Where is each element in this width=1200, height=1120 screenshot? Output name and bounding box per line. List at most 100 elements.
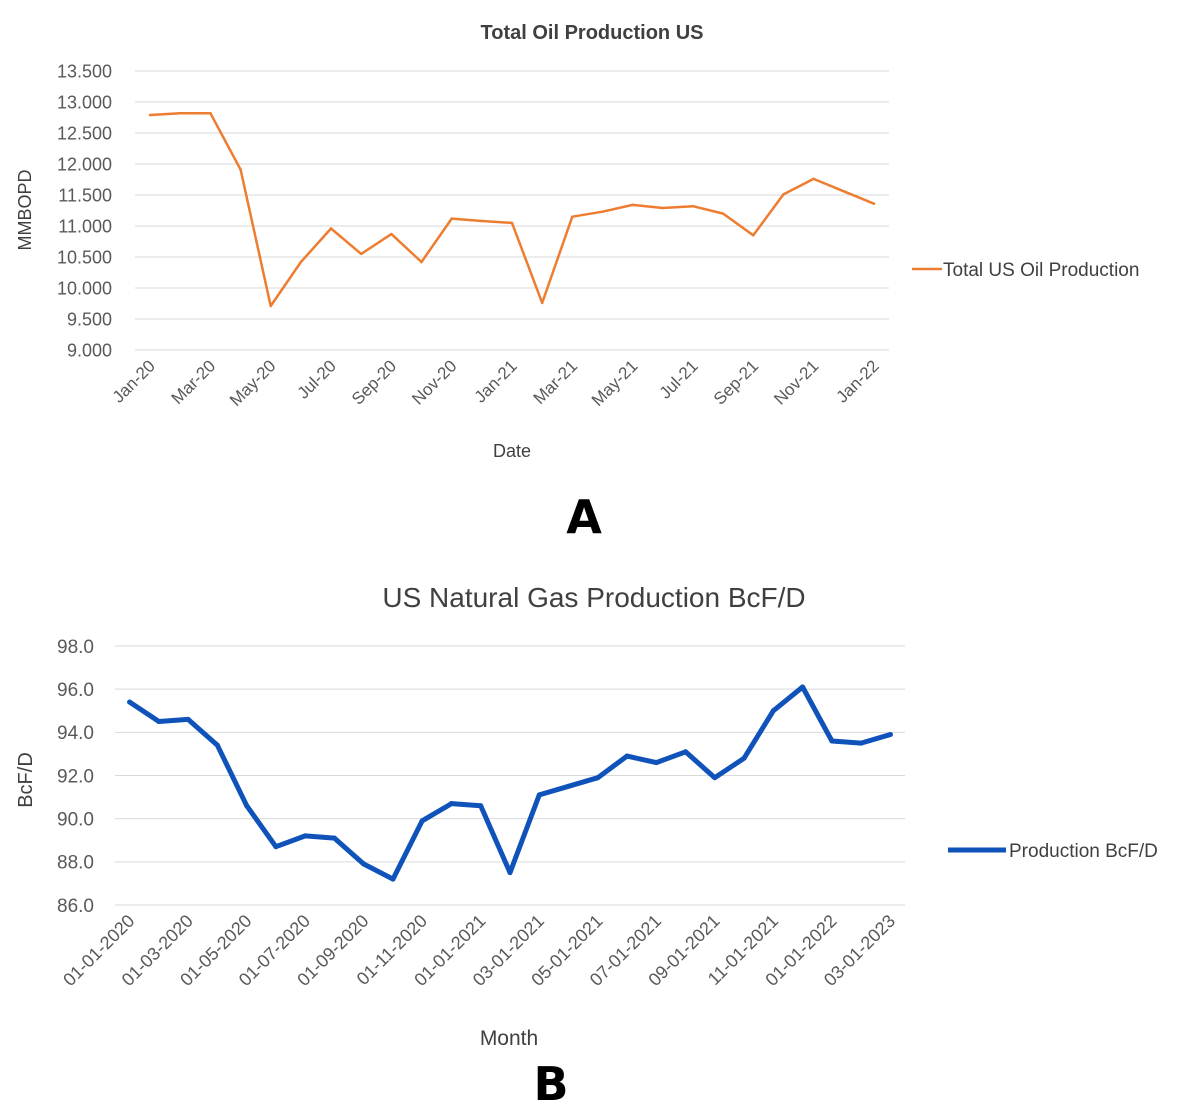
a-data-point (752, 234, 755, 237)
panel-label-a: A (566, 490, 602, 544)
b-data-point (858, 740, 864, 746)
b-data-point (566, 783, 572, 789)
a-x-tick-label: Jan-22 (833, 356, 883, 406)
chart-b-gridlines (115, 645, 905, 906)
b-data-point (244, 803, 250, 809)
a-data-point (782, 193, 785, 196)
a-data-point (872, 202, 876, 205)
a-data-point (571, 215, 574, 218)
b-y-tick-label: 88.0 (57, 853, 94, 874)
a-x-tick-label: Jan-21 (471, 356, 521, 406)
a-data-point (390, 232, 393, 236)
b-data-point (712, 775, 718, 781)
chart-a-x-axis-label: Date (493, 441, 531, 461)
chart-b-legend: Production BcF/D (948, 841, 1158, 862)
b-data-point (156, 719, 162, 725)
chart-b-y-axis-label: BcF/D (15, 752, 37, 808)
chart-a-x-tick-labels: Jan-20 Mar-20 May-20 Jul-20 Sep-20 Nov-20 Jan-… (109, 356, 883, 410)
a-x-tick-label: Sep-20 (348, 356, 400, 408)
b-data-point (390, 876, 396, 882)
b-y-tick-label: 86.0 (57, 896, 94, 917)
a-data-point (812, 177, 815, 181)
chart-b-y-tick-labels: 98.0 96.0 94.0 92.0 90.0 88.0 86.0 (57, 637, 94, 917)
b-data-point (448, 801, 454, 807)
a-data-point (540, 301, 544, 305)
a-series-line (148, 111, 876, 308)
b-data-point (273, 844, 279, 850)
b-data-point (800, 684, 806, 690)
a-data-point (631, 203, 634, 207)
a-data-point (239, 168, 242, 171)
b-data-point (741, 755, 747, 761)
chart-b-series (127, 684, 893, 882)
b-y-tick-label: 98.0 (57, 637, 94, 658)
a-y-tick-label: 10.500 (57, 247, 112, 267)
a-x-tick-label: Jul-20 (294, 356, 340, 402)
a-x-tick-label: Nov-20 (408, 356, 460, 408)
b-data-point (127, 699, 133, 705)
a-data-point (359, 252, 363, 256)
a-data-point (510, 221, 514, 225)
b-data-point (624, 753, 630, 759)
a-y-tick-label: 10.000 (57, 278, 112, 298)
a-x-tick-label: May-21 (588, 356, 642, 410)
a-data-point (269, 304, 272, 308)
b-data-point (595, 775, 601, 781)
a-y-tick-label: 9.000 (67, 340, 112, 360)
chart-b: US Natural Gas Production BcF/D 98.0 96.0… (15, 582, 1158, 1111)
b-y-tick-label: 94.0 (57, 723, 94, 744)
b-data-point (653, 760, 659, 766)
a-y-tick-label: 11.000 (58, 216, 112, 236)
chart-a-title: Total Oil Production US (481, 22, 704, 44)
a-y-tick-label: 11.500 (58, 185, 112, 205)
a-data-point (601, 210, 604, 213)
b-data-point (536, 792, 542, 798)
chart-a-series (148, 111, 876, 308)
a-x-tick-label: Sep-21 (710, 356, 762, 408)
b-data-point (361, 861, 367, 867)
b-data-point (887, 731, 893, 737)
panel-label-b: B (533, 1057, 568, 1111)
chart-a-legend: Total US Oil Production (912, 260, 1139, 281)
b-data-point (331, 835, 337, 841)
b-data-point (214, 742, 220, 748)
a-data-point (148, 113, 152, 117)
b-data-point (302, 833, 308, 839)
a-data-point (450, 217, 453, 220)
chart-a-y-tick-labels: 13.500 13.000 12.500 12.000 11.500 11.000 10.5… (57, 61, 112, 360)
a-y-tick-label: 13.500 (57, 61, 112, 81)
a-x-tick-label: Jul-21 (656, 356, 702, 402)
a-y-tick-label: 9.500 (67, 309, 112, 329)
a-data-point (661, 206, 665, 210)
a-data-point (299, 260, 303, 264)
a-data-point (721, 212, 725, 215)
b-data-point (478, 803, 484, 809)
a-data-point (842, 190, 846, 193)
b-data-point (419, 818, 425, 824)
chart-b-legend-label: Production BcF/D (1009, 841, 1158, 862)
b-data-point (829, 738, 835, 744)
a-data-point (691, 204, 695, 208)
b-y-tick-label: 90.0 (57, 810, 94, 831)
b-series-line (127, 684, 893, 882)
b-y-tick-label: 96.0 (57, 680, 94, 701)
a-x-tick-label: May-20 (226, 356, 280, 410)
chart-b-title: US Natural Gas Production BcF/D (382, 582, 805, 613)
chart-a-gridlines (135, 70, 889, 351)
a-x-tick-label: Nov-21 (770, 356, 822, 408)
b-y-tick-label: 92.0 (57, 766, 94, 787)
a-x-tick-label: Mar-21 (530, 356, 582, 408)
a-y-tick-label: 12.500 (57, 123, 112, 143)
b-data-point (770, 708, 776, 714)
a-x-tick-label: Mar-20 (168, 356, 220, 408)
a-data-point (209, 111, 212, 115)
a-data-point (480, 219, 484, 223)
a-data-point (329, 227, 333, 230)
b-data-point (683, 749, 689, 755)
a-y-tick-label: 13.000 (57, 92, 112, 112)
a-y-tick-label: 12.000 (57, 154, 112, 174)
b-data-point (185, 716, 191, 722)
a-x-tick-label: Jan-20 (109, 356, 159, 406)
b-data-point (507, 870, 513, 876)
